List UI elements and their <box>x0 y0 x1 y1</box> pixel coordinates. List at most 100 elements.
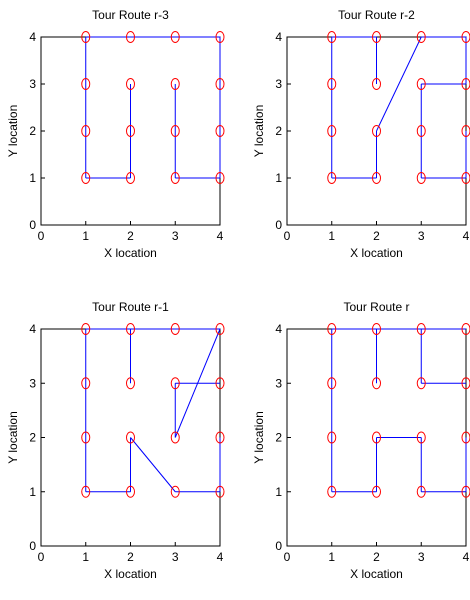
y-axis-label: Y location <box>252 411 266 463</box>
x-tick-label: 3 <box>172 229 179 243</box>
x-axis-label: X location <box>104 246 157 260</box>
x-tick-label: 0 <box>284 229 291 243</box>
x-tick-label: 2 <box>127 229 134 243</box>
y-tick-label: 4 <box>29 322 36 336</box>
city-marker <box>126 485 135 498</box>
y-tick-label: 3 <box>29 77 36 91</box>
city-marker <box>461 125 470 137</box>
city-marker <box>215 31 225 43</box>
city-marker <box>126 78 135 90</box>
city-marker <box>327 78 337 90</box>
x-tick-label: 4 <box>217 229 224 243</box>
x-tick-label: 1 <box>82 229 89 243</box>
city-marker <box>126 323 135 335</box>
city-marker <box>327 323 337 335</box>
city-marker <box>461 172 470 184</box>
city-marker <box>372 323 381 335</box>
city-marker <box>416 323 426 335</box>
x-tick-label: 3 <box>418 550 425 564</box>
x-tick-label: 4 <box>217 550 224 564</box>
y-tick-label: 4 <box>29 30 36 44</box>
y-tick-label: 1 <box>275 485 282 499</box>
x-tick-label: 1 <box>328 229 335 243</box>
city-marker <box>215 431 225 444</box>
x-tick-label: 2 <box>373 550 380 564</box>
city-marker <box>170 485 180 498</box>
city-marker <box>81 377 91 390</box>
city-marker <box>461 377 470 390</box>
x-tick-label: 2 <box>373 229 380 243</box>
x-tick-label: 2 <box>127 550 134 564</box>
y-tick-label: 4 <box>275 322 282 336</box>
city-marker <box>461 431 470 444</box>
y-tick-label: 1 <box>29 171 36 185</box>
city-marker <box>461 323 470 335</box>
city-marker <box>372 485 381 498</box>
city-marker <box>416 431 426 444</box>
city-marker <box>416 377 426 390</box>
y-axis-label: Y location <box>252 105 266 157</box>
city-marker <box>81 323 91 335</box>
chart-title: Tour Route r-2 <box>338 8 415 22</box>
city-marker <box>81 31 91 43</box>
route-segment <box>130 437 176 493</box>
chart-title: Tour Route r <box>343 300 409 314</box>
y-tick-label: 1 <box>29 485 36 499</box>
y-tick-label: 1 <box>275 171 282 185</box>
city-marker <box>215 172 225 184</box>
y-tick-label: 2 <box>29 124 36 138</box>
city-marker <box>170 31 180 43</box>
city-marker <box>327 172 337 184</box>
city-marker <box>170 78 180 90</box>
x-tick-label: 1 <box>328 550 335 564</box>
city-marker <box>461 31 470 43</box>
y-tick-label: 2 <box>29 431 36 445</box>
city-marker <box>215 125 225 137</box>
city-marker <box>372 125 381 137</box>
x-axis-label: X location <box>350 567 403 581</box>
city-marker <box>327 377 337 390</box>
y-tick-label: 0 <box>275 218 282 232</box>
city-marker <box>215 485 225 498</box>
city-marker <box>416 485 426 498</box>
city-marker <box>215 323 225 335</box>
city-marker <box>81 172 91 184</box>
route-segment <box>376 36 422 132</box>
city-marker <box>372 377 381 390</box>
city-marker <box>372 172 381 184</box>
chart-title: Tour Route r-1 <box>92 300 169 314</box>
x-tick-label: 0 <box>38 550 45 564</box>
y-axis-label: Y location <box>6 411 20 463</box>
city-marker <box>81 125 91 137</box>
x-tick-label: 0 <box>284 550 291 564</box>
city-marker <box>372 31 381 43</box>
city-marker <box>81 485 91 498</box>
panel-4: 0 1 2 3 4 0 1 2 3 4 Tour Route r X location Y locati… <box>252 300 470 581</box>
x-tick-label: 3 <box>172 550 179 564</box>
y-tick-label: 4 <box>275 30 282 44</box>
y-tick-label: 0 <box>275 539 282 553</box>
y-axis-label: Y location <box>6 105 20 157</box>
city-marker <box>81 78 91 90</box>
x-tick-label: 1 <box>82 550 89 564</box>
city-marker <box>81 431 91 444</box>
city-marker <box>170 431 180 444</box>
city-marker <box>170 125 180 137</box>
city-marker <box>372 78 381 90</box>
panel-2: 0 1 2 3 4 0 1 2 3 4 Tour Route r-2 X location Y loca… <box>252 8 470 260</box>
city-marker <box>327 485 337 498</box>
city-marker <box>461 485 470 498</box>
city-marker <box>327 31 337 43</box>
y-tick-label: 3 <box>275 376 282 390</box>
x-axis-label: X location <box>104 567 157 581</box>
panel-3: 0 1 2 3 4 0 1 2 3 4 Tour Route r-1 X location Y loca… <box>6 300 225 581</box>
city-marker <box>126 431 135 444</box>
city-marker <box>416 172 426 184</box>
city-marker <box>126 31 135 43</box>
y-tick-label: 3 <box>275 77 282 91</box>
city-marker <box>126 125 135 137</box>
y-tick-label: 3 <box>29 376 36 390</box>
city-marker <box>126 172 135 184</box>
y-tick-label: 0 <box>29 218 36 232</box>
